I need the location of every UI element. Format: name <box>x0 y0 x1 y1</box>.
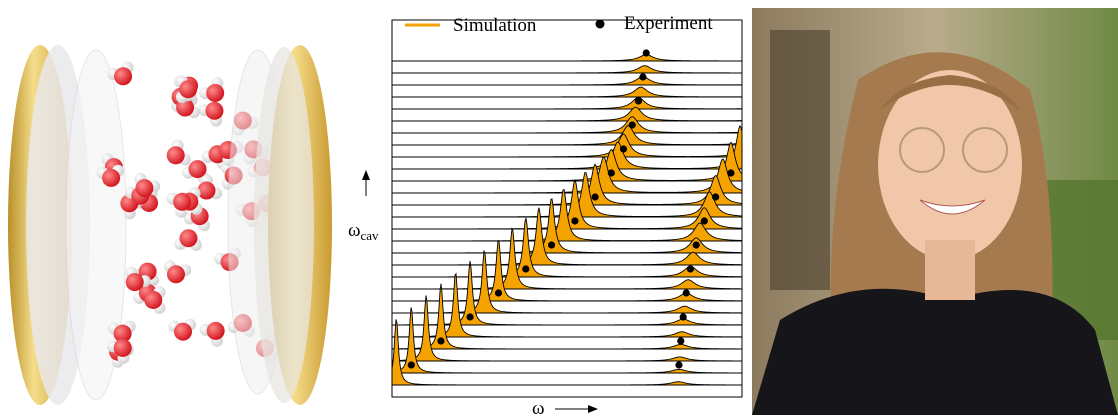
experiment-dot <box>639 73 647 81</box>
glasses <box>962 127 1008 173</box>
mirror-glass <box>254 47 314 403</box>
oxygen <box>206 321 225 340</box>
cavity-illustration <box>8 45 332 405</box>
experiment-dot <box>642 49 650 57</box>
plot-border <box>391 19 743 398</box>
spectrum-trace <box>391 76 743 86</box>
oxygen <box>188 160 207 179</box>
oxygen <box>166 146 185 165</box>
experiment-dot <box>700 217 708 225</box>
oxygen <box>179 229 198 248</box>
experiment-dot <box>547 241 556 249</box>
experiment-dot <box>686 265 695 273</box>
spectrum-trace <box>391 96 743 110</box>
spectrum-trace <box>391 156 743 194</box>
oxygen <box>205 101 224 120</box>
spectrum-trace <box>391 54 743 62</box>
experiment-dot <box>682 289 690 297</box>
y-axis-label: ωcav <box>348 220 379 243</box>
y-axis-symbol: ω <box>348 220 361 241</box>
spectrum-trace <box>391 295 743 362</box>
spectrum-trace <box>391 125 743 170</box>
experiment-dot <box>712 193 720 201</box>
oxygen <box>176 98 195 117</box>
legend-label: Simulation <box>453 15 537 36</box>
hair-front <box>880 75 1020 110</box>
experiment-points <box>407 49 735 369</box>
legend-label: Experiment <box>624 13 713 34</box>
experiment-dot <box>628 121 636 129</box>
spectrum-trace <box>391 227 743 290</box>
experiment-dot <box>607 169 615 177</box>
spectrum-trace <box>391 188 743 242</box>
spectrum-trace <box>391 272 743 338</box>
oxygen <box>174 322 193 341</box>
oxygen <box>173 192 192 211</box>
oxygen <box>179 80 198 99</box>
glasses <box>899 127 945 173</box>
spectrum-trace <box>391 133 743 158</box>
spectrum-trace <box>391 207 743 266</box>
experiment-dot <box>571 217 579 225</box>
experiment-dot <box>466 313 474 321</box>
spectrum-trace <box>391 217 743 278</box>
spectrum-trace <box>391 198 743 254</box>
spectrum-trace <box>391 249 743 314</box>
spectrum-trace <box>391 307 743 374</box>
spectrum-trace <box>391 141 743 182</box>
oxygen <box>135 179 154 198</box>
oxygen <box>113 338 132 357</box>
spectrum-trace <box>391 106 743 122</box>
experiment-dot <box>407 361 415 369</box>
neck <box>925 240 975 300</box>
experiment-dot <box>437 337 445 345</box>
oxygen <box>206 83 225 102</box>
oxygen <box>113 324 132 343</box>
experiment-dot <box>522 265 530 273</box>
experiment-dot <box>692 241 700 249</box>
spectrum-trace <box>391 65 743 74</box>
experiment-dot <box>591 193 599 201</box>
y-arrowhead <box>362 170 370 180</box>
oxygen <box>125 273 144 292</box>
oxygen <box>144 290 163 309</box>
y-axis-subscript: cav <box>361 228 380 243</box>
legend-dot <box>595 19 605 29</box>
clothing <box>752 288 1118 415</box>
portrait-photo <box>752 8 1118 415</box>
experiment-dot <box>675 361 683 369</box>
experiment-dot <box>634 97 643 105</box>
experiment-dot <box>494 289 503 297</box>
x-axis-label: ω <box>532 398 545 415</box>
oxygen <box>114 67 133 86</box>
oxygen <box>166 265 185 284</box>
spectrum-trace <box>391 319 743 386</box>
mirror-glass <box>65 49 127 401</box>
arch <box>770 30 830 290</box>
oxygen <box>102 168 121 187</box>
spectrum-trace <box>391 116 743 134</box>
experiment-dot <box>677 337 685 345</box>
spectra <box>391 54 743 386</box>
experiment-dot <box>679 313 687 321</box>
x-arrowhead <box>588 405 598 413</box>
spectrum-trace <box>391 125 743 146</box>
spectrum-trace <box>391 86 743 98</box>
experiment-dot <box>619 145 628 153</box>
smile <box>919 199 986 215</box>
oxygen <box>197 181 216 200</box>
experiment-dot <box>727 169 735 177</box>
face <box>878 70 1022 260</box>
spectrum-trace <box>391 283 743 350</box>
